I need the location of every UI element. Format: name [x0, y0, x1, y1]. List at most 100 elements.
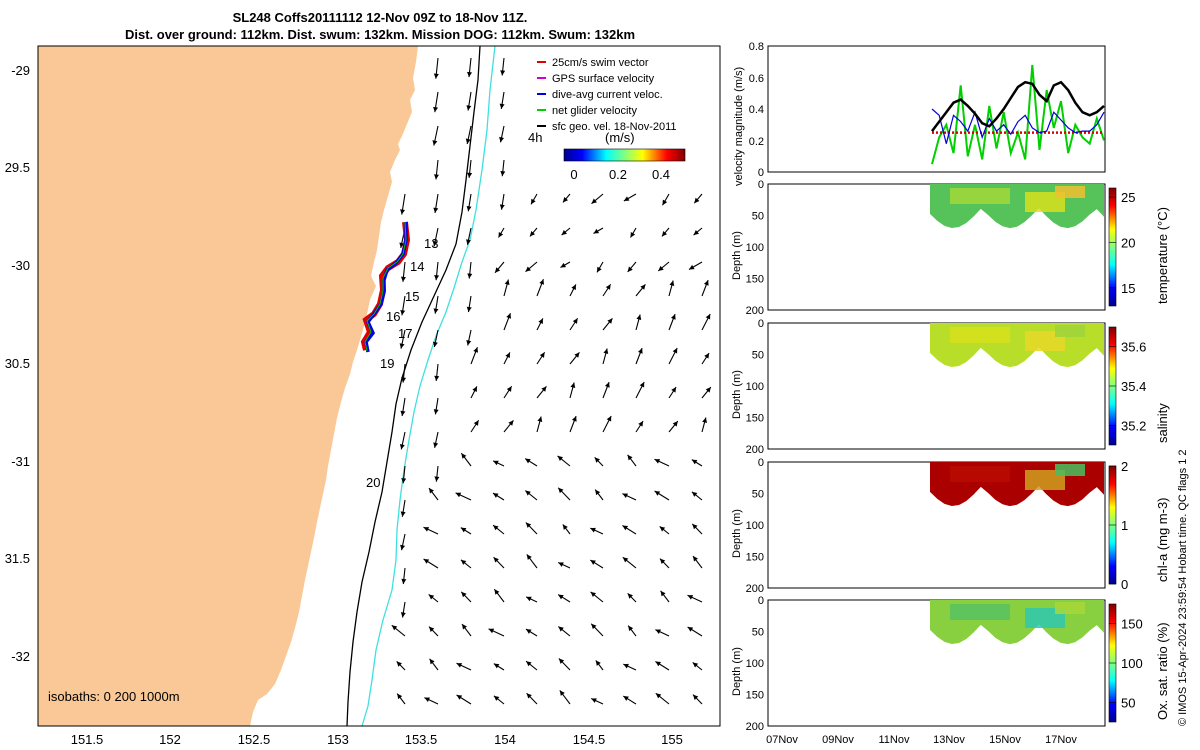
- velocity-arrow-head: [622, 525, 628, 531]
- velocity-arrow-head: [637, 348, 643, 354]
- velocity-arrow-head: [539, 352, 545, 358]
- velocity-arrow-head: [571, 284, 576, 291]
- colorbar-label: Ox. sat. ratio (%): [1155, 622, 1170, 720]
- time-tick-label: 11Nov: [879, 734, 910, 746]
- velocity-arrow-head: [558, 658, 565, 664]
- velocity-arrow-head: [595, 489, 601, 496]
- velocity-arrow-head: [705, 387, 711, 393]
- velocity-arrow-head: [595, 660, 601, 666]
- copyright-note: © IMOS 15-Apr-2024 23:59:54 Hobart time.…: [1177, 449, 1189, 726]
- velocity-arrow-head: [562, 524, 568, 530]
- colorbar-tick: 0.2: [609, 167, 627, 182]
- velocity-arrow-head: [570, 382, 576, 389]
- depth-tick-label: 0: [758, 457, 764, 469]
- day-labels: 13 14 15 16 17 19 20: [366, 236, 438, 490]
- velocity-arrow-head: [623, 196, 630, 201]
- velocity-panel: 0 0.2 0.4 0.6 0.8 velocity magnitude (m/…: [733, 41, 1106, 186]
- velocity-arrow-head: [401, 478, 407, 484]
- velocity-arrow-head: [693, 229, 700, 236]
- velocity-arrow-head: [400, 276, 406, 282]
- velocity-arrow-head: [391, 625, 398, 631]
- velocity-arrow-head: [672, 421, 678, 427]
- velocity-arrow-head: [627, 266, 633, 272]
- section-panel-chl-a: 0 50 100 150 200 Depth (m) 2 1 0 chl-a (mg m-3): [731, 457, 1170, 595]
- velocity-arrow-head: [399, 242, 405, 248]
- section-data-patch: [950, 188, 1010, 204]
- depth-tick-label: 0: [758, 595, 764, 607]
- velocity-arrow-head: [525, 522, 532, 528]
- y-tick-label: 0.2: [749, 136, 764, 148]
- time-axis: 07Nov 09Nov 11Nov 13Nov 15Nov 17Nov: [766, 734, 1077, 746]
- surface-geostrophic-velocity-arrows: [391, 57, 712, 705]
- velocity-arrow-head: [529, 230, 536, 237]
- chart-subtitle: Dist. over ground: 112km. Dist. swum: 13…: [124, 27, 636, 42]
- velocity-arrow-head: [558, 594, 564, 600]
- lat-tick-label: 30.5: [5, 356, 30, 371]
- velocity-arrow-head: [434, 375, 440, 381]
- legend-label: 25cm/s swim vector: [552, 57, 649, 69]
- velocity-arrow-head: [559, 690, 565, 696]
- depth-tick-label: 100: [746, 242, 764, 254]
- colorbar-tick-label: 1: [1121, 518, 1128, 533]
- depth-tick-label: 0: [758, 318, 764, 330]
- velocity-arrow-head: [400, 544, 406, 551]
- velocity-arrow-head: [562, 196, 569, 203]
- colorbar-label: chl-a (mg m-3): [1155, 497, 1170, 582]
- velocity-arrow-head: [473, 347, 478, 353]
- velocity-arrow-head: [591, 198, 597, 204]
- velocity-series-line: [931, 80, 1105, 132]
- colorbar-tick-label: 100: [1121, 656, 1143, 671]
- colorbar-unit: (m/s): [605, 130, 635, 145]
- velocity-arrow-head: [493, 460, 499, 466]
- colorbar-tick: 0: [570, 167, 577, 182]
- velocity-arrow-head: [400, 612, 406, 618]
- velocity-arrow-head: [493, 695, 500, 701]
- velocity-arrow-head: [433, 409, 439, 415]
- colorbar-tick-label: 15: [1121, 281, 1135, 296]
- y-axis-label: velocity magnitude (m/s): [733, 67, 745, 186]
- velocity-arrow-head: [466, 306, 472, 313]
- velocity-arrow-head: [561, 229, 568, 236]
- legend-label: net glider velocity: [552, 105, 637, 117]
- velocity-arrow-head: [460, 559, 467, 565]
- velocity-arrow-head: [508, 420, 514, 426]
- velocity-arrow-head: [473, 420, 479, 426]
- depth-axis-label: Depth (m): [731, 509, 743, 558]
- lat-tick-label: -30: [11, 258, 30, 273]
- velocity-arrow-head: [466, 340, 472, 346]
- depth-tick-label: 200: [746, 583, 764, 595]
- velocity-arrow-head: [594, 457, 600, 463]
- velocity-arrow-head: [658, 265, 664, 271]
- day-label-14: 14: [410, 259, 424, 274]
- velocity-arrow-head: [537, 416, 543, 423]
- velocity-arrow-head: [689, 264, 695, 270]
- lat-tick-label: -31: [11, 454, 30, 469]
- velocity-arrow-head: [704, 353, 710, 359]
- velocity-arrow-head: [623, 696, 629, 701]
- velocity-arrow-head: [495, 267, 501, 273]
- velocity-arrow-head: [456, 694, 463, 700]
- legend-label: sfc geo. vel. 18-Nov-2011: [552, 121, 677, 133]
- velocity-arrow-head: [466, 239, 471, 245]
- velocity-arrow-head: [655, 661, 661, 667]
- velocity-arrow-head: [401, 578, 407, 585]
- velocity-arrow-head: [694, 197, 700, 204]
- velocity-arrow-head: [455, 492, 462, 498]
- isobath-key: isobaths: 0 200 1000m: [48, 689, 180, 704]
- lat-tick-label: -32: [11, 649, 30, 664]
- colorbar-label: temperature (°C): [1155, 207, 1170, 304]
- chart-title: SL248 Coffs20111112 12-Nov 09Z to 18-Nov…: [232, 10, 528, 25]
- velocity-arrow-head: [531, 198, 536, 205]
- velocity-arrow-head: [655, 693, 662, 699]
- depth-tick-label: 150: [746, 690, 764, 702]
- velocity-arrow-head: [493, 663, 500, 669]
- velocity-plot-frame: [767, 45, 1106, 173]
- velocity-arrow-head: [640, 284, 646, 290]
- velocity-arrow-head: [654, 490, 661, 496]
- day-label-13: 13: [424, 236, 438, 251]
- depth-tick-label: 50: [752, 489, 764, 501]
- section-data-patch: [950, 466, 1010, 482]
- velocity-arrow-head: [493, 557, 499, 563]
